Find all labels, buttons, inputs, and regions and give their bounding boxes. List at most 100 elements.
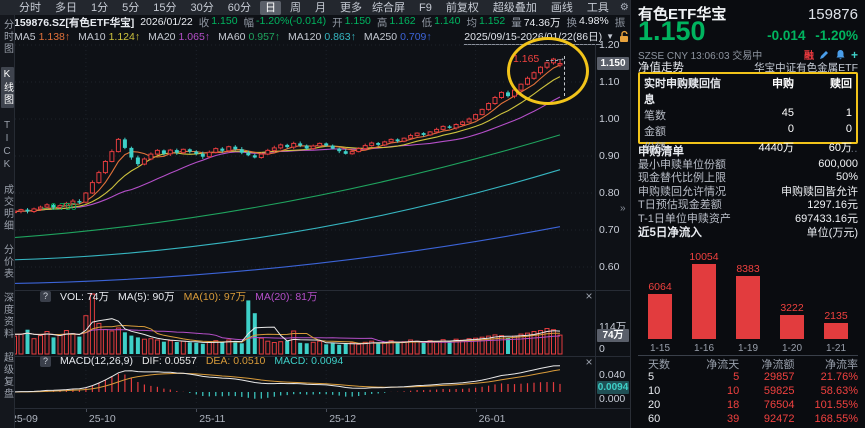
toolbar-button-前复权[interactable]: 前复权 <box>445 1 479 14</box>
period-button-更多[interactable]: 更多 <box>340 1 362 14</box>
period-button-30分[interactable]: 30分 <box>190 1 214 14</box>
realtime-row-份额: 份额 4440万 60万 <box>644 139 852 155</box>
quote-price: 1.150 <box>638 16 706 46</box>
panel-expand-icon[interactable]: » <box>620 203 626 214</box>
macd-help-icon[interactable]: ? <box>40 355 51 367</box>
inflow-bar-group: 6064 1-15 <box>638 238 682 354</box>
period-button-60分[interactable]: 60分 <box>227 1 251 14</box>
date-range-caret-icon[interactable]: ▼ <box>606 32 614 41</box>
unlock-icon[interactable] <box>618 30 630 43</box>
field-label: 量 <box>511 16 522 29</box>
toolbar-right-buttons: 综合屏 F9 前复权 超级叠加 画线 工具 <box>367 1 614 15</box>
dea-label: DEA: 0.0510 <box>205 355 266 367</box>
flow-table-cell: 59825 <box>763 385 795 397</box>
ma-value: 0.957↑ <box>248 30 281 43</box>
subscription-row-label: T-1日单位申赎资产 <box>638 212 731 225</box>
time-axis: 25-09 25-10 25-11 25-12 26-01 <box>0 408 630 428</box>
toolbar-button-画线[interactable]: 画线 <box>550 1 573 14</box>
period-button-1分[interactable]: 1分 <box>91 1 109 14</box>
margin-icon[interactable]: 融 <box>803 51 814 62</box>
inflow-bar <box>824 323 848 339</box>
flow-table-cell: 29857 <box>763 371 795 383</box>
subscription-row: T日预估现金差额 1297.16元 <box>638 198 858 212</box>
toolbar-button-工具[interactable]: 工具 <box>586 1 609 14</box>
period-button-15分[interactable]: 15分 <box>153 1 177 14</box>
subscription-row: T-1日单位申赎资产 697433.16元 <box>638 211 858 225</box>
sidebar-item-超级复盘[interactable]: 超级复盘 <box>1 352 13 400</box>
period-button-日[interactable]: 日 <box>260 0 281 15</box>
sidebar-item-TICK[interactable]: TICK <box>1 120 13 172</box>
flow-table-row: 60 39 92472 168.55% <box>638 412 858 426</box>
field-均: 均 1.152 <box>466 15 505 29</box>
inflow-value: 8383 <box>736 263 760 275</box>
col-redeem: 赎回 <box>830 78 852 90</box>
field-label: 高 <box>376 16 388 29</box>
vol-help-icon[interactable]: ? <box>40 291 51 302</box>
inflow-bar-group: 10054 1-16 <box>682 238 726 354</box>
inflow-date: 1-16 <box>693 343 714 354</box>
realtime-subscribe-value: 0 <box>787 123 794 135</box>
add-icon[interactable]: + <box>850 47 858 62</box>
ma-chip-MA60: MA60 0.957↑ <box>218 31 280 43</box>
sidebar-item-成交明细[interactable]: 成交明细 <box>1 184 13 232</box>
ma-chips: MA5 1.138↑ MA10 1.124↑ MA20 1.065↑ MA60 0.957↑ M… <box>14 31 432 43</box>
time-axis-label-26-01: 26-01 <box>478 413 506 425</box>
vol-close-icon[interactable]: × <box>585 289 593 303</box>
quote-name: 有色ETF华宝 <box>638 6 727 23</box>
fund-fullname-link[interactable]: 华宝中证有色金属ETF <box>754 61 858 74</box>
ma-indicator-row: MA5 1.138↑ MA10 1.124↑ MA20 1.065↑ MA60 0.957↑ M… <box>14 29 630 45</box>
col-subscribe: 申购 <box>772 78 794 90</box>
subscription-row-value: 1297.16元 <box>807 199 858 212</box>
realtime-redeem-value: 1 <box>845 107 852 119</box>
realtime-row-金额: 金额 0 0 <box>644 123 852 139</box>
toolbar-button-综合屏[interactable]: 综合屏 <box>372 1 405 14</box>
field-label: 换 <box>566 16 578 29</box>
subscription-title: 申购清单 <box>638 146 684 158</box>
flow-table-cell: 92472 <box>763 413 795 425</box>
field-label: 开 <box>332 16 343 29</box>
inflow-unit: 单位(万元) <box>806 227 858 239</box>
sidebar-item-深度资料[interactable]: 深度资料 <box>1 292 13 340</box>
sidebar-item-分价表[interactable]: 分价表 <box>1 244 13 280</box>
period-button-5分[interactable]: 5分 <box>122 1 140 14</box>
flow-table-th-净流天: 净流天 <box>706 359 740 371</box>
more-dots-icon[interactable]: … <box>846 143 859 155</box>
period-button-周[interactable]: 周 <box>290 1 301 14</box>
sidebar-item-分时图[interactable]: 分时图 <box>1 19 13 55</box>
trade-date: 2026/01/22 <box>140 16 193 28</box>
flow-table-row: 20 18 76504 101.55% <box>638 398 858 412</box>
subscription-row: 申购赎回允许情况 申购赎回皆允许 <box>638 184 858 198</box>
time-axis-label-25-12: 25-12 <box>329 413 357 425</box>
quote-side-panel: 有色ETF华宝 159876 1.150 -0.014 -1.20% SZSE … <box>630 0 865 428</box>
toolbar-button-F9[interactable]: F9 <box>419 1 432 14</box>
edit-pencil-icon[interactable] <box>819 49 830 60</box>
ma-label: MA120 <box>288 30 322 43</box>
inflow-value: 6064 <box>648 281 672 293</box>
candlestick-chart[interactable] <box>0 44 630 408</box>
settings-gear-icon[interactable]: ⚙ <box>619 2 629 13</box>
macd-close-icon[interactable]: × <box>585 355 593 369</box>
field-value: 1.140 <box>434 15 461 27</box>
field-value: 1.150 <box>211 15 238 27</box>
macd-pane-header: ? MACD(12,26,9) DIF: 0.0557 DEA: 0.0510 … <box>40 355 343 367</box>
ma-label: MA5 <box>14 30 36 43</box>
alert-bell-icon[interactable] <box>835 49 846 60</box>
inflow-date: 1-19 <box>737 343 758 354</box>
crosshair-cursor <box>564 56 565 96</box>
inflow-value: 2135 <box>824 310 848 322</box>
sidebar-item-K线图[interactable]: K线图 <box>0 67 14 108</box>
toolbar-button-超级叠加[interactable]: 超级叠加 <box>492 1 537 14</box>
period-button-分时[interactable]: 分时 <box>19 1 41 14</box>
period-button-多日[interactable]: 多日 <box>55 1 77 14</box>
ma-label: MA10 <box>78 30 106 43</box>
field-value: -1.20%(-0.014) <box>256 15 327 27</box>
period-button-月[interactable]: 月 <box>315 1 326 14</box>
nav-trend-label[interactable]: 净值走势 <box>638 62 684 74</box>
realtime-redeem-value: 60万 <box>828 142 852 154</box>
flow-table-cell: 76504 <box>763 399 795 411</box>
realtime-row-笔数: 笔数 45 1 <box>644 107 852 123</box>
realtime-redeem-value: 0 <box>845 123 852 135</box>
time-axis-label-25-10: 25-10 <box>88 413 116 425</box>
